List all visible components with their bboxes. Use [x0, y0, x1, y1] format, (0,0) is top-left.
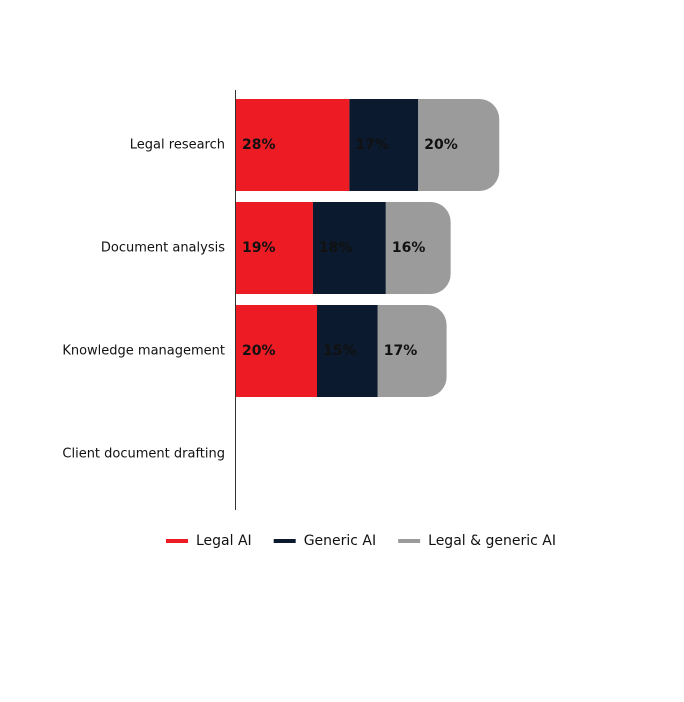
value-label: 20%: [242, 343, 276, 359]
value-label: 20%: [424, 137, 458, 153]
bar-segment: [236, 305, 317, 397]
value-label: 17%: [355, 137, 389, 153]
legend-label: Legal AI: [196, 533, 252, 549]
legend-label: Generic AI: [304, 533, 376, 549]
bar-segment: [317, 305, 378, 397]
value-label: 17%: [384, 343, 418, 359]
bar-segment: [349, 99, 419, 191]
bar-segment: [236, 202, 313, 294]
bar-segment: [236, 99, 350, 191]
bar-segment: [418, 99, 500, 191]
value-label: 18%: [319, 240, 353, 256]
bar-segment: [385, 202, 451, 294]
y-tick-label: Document analysis: [101, 241, 225, 256]
y-tick-label: Legal research: [130, 138, 225, 153]
legend-label: Legal & generic AI: [428, 533, 556, 549]
bar-segment: [312, 202, 386, 294]
value-label: 19%: [242, 240, 276, 256]
value-label: 28%: [242, 137, 276, 153]
value-label: 16%: [392, 240, 426, 256]
bar-segment: [377, 305, 447, 397]
y-tick-label: Knowledge management: [62, 344, 225, 359]
value-label: 15%: [323, 343, 357, 359]
y-tick-label: Client document drafting: [62, 447, 225, 462]
